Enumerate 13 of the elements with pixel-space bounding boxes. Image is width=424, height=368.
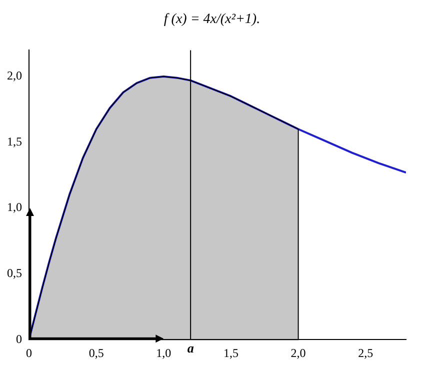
y-tick-label: 1,5 [7, 134, 22, 148]
y-tick-label: 2,0 [7, 68, 22, 83]
y-tick-label: 0,5 [7, 266, 22, 280]
ref-line-label: a [187, 340, 194, 356]
y-tick-label: 1,0 [7, 200, 22, 214]
x-tick-label: 0 [26, 346, 32, 360]
x-tick-label: 0,5 [88, 346, 104, 360]
x-tick-label: 2,0 [290, 346, 306, 360]
x-tick-label: 1,0 [156, 346, 172, 360]
y-tick-label: 0 [16, 332, 22, 346]
x-tick-label: 2,5 [358, 346, 374, 360]
x-tick-label: 1,5 [223, 346, 238, 360]
chart-title: f (x) = 4x/(x²+1). [162, 11, 262, 29]
